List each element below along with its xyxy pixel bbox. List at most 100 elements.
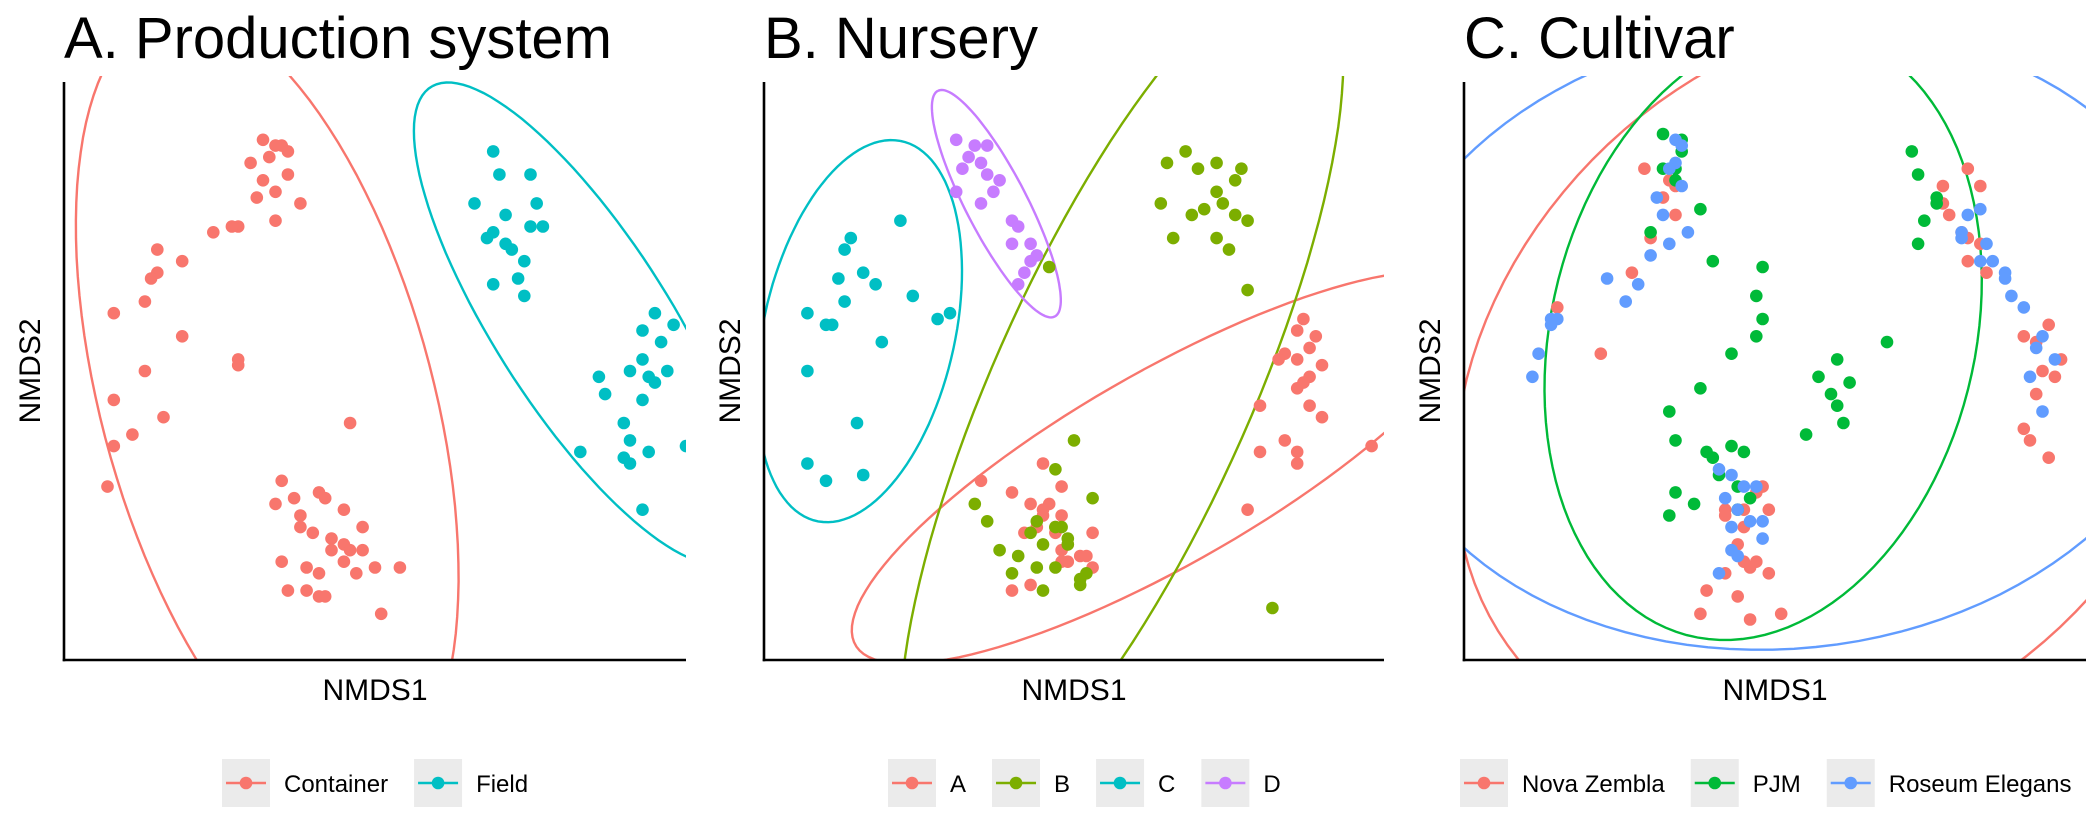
point-pjm bbox=[1656, 127, 1670, 141]
point-c bbox=[819, 474, 833, 488]
point-c bbox=[838, 243, 851, 256]
point-container bbox=[107, 439, 121, 453]
point-b bbox=[1030, 515, 1044, 528]
point-a bbox=[1290, 445, 1304, 459]
ellipse-c bbox=[764, 138, 964, 524]
point-pjm bbox=[1756, 260, 1769, 274]
point-nova-zembla bbox=[1980, 266, 1993, 280]
point-nova-zembla bbox=[1731, 590, 1744, 603]
point-pjm bbox=[1930, 197, 1943, 210]
point-b bbox=[1179, 145, 1192, 158]
point-b bbox=[1086, 491, 1099, 505]
point-roseum-elegans bbox=[1961, 208, 1975, 222]
point-container bbox=[325, 532, 338, 545]
series-roseum-elegans bbox=[1526, 133, 2062, 580]
point-d bbox=[974, 197, 988, 210]
legend-label: D bbox=[1263, 771, 1280, 798]
point-c bbox=[906, 289, 920, 303]
point-container bbox=[350, 567, 363, 580]
point-d bbox=[980, 168, 994, 181]
point-container bbox=[138, 364, 152, 378]
series-field bbox=[468, 145, 686, 516]
point-roseum-elegans bbox=[1718, 491, 1732, 505]
point-a bbox=[1278, 434, 1292, 447]
point-roseum-elegans bbox=[1974, 254, 1987, 268]
point-container bbox=[269, 497, 282, 511]
point-c bbox=[894, 214, 907, 227]
point-pjm bbox=[1799, 428, 1813, 441]
legend-point bbox=[905, 776, 919, 790]
point-container bbox=[175, 330, 189, 343]
point-b bbox=[1160, 156, 1174, 170]
point-container bbox=[306, 526, 320, 540]
point-pjm bbox=[1694, 202, 1707, 216]
point-container bbox=[157, 410, 170, 424]
point-field bbox=[536, 220, 550, 233]
point-container bbox=[337, 503, 351, 516]
point-d bbox=[962, 150, 975, 164]
ellipse-pjm bbox=[1543, 76, 1984, 642]
point-pjm bbox=[1725, 439, 1738, 453]
panel-title: C. Cultivar bbox=[1464, 6, 1735, 71]
point-c bbox=[943, 306, 957, 320]
point-pjm bbox=[1837, 416, 1850, 430]
point-a bbox=[1365, 439, 1378, 453]
point-container bbox=[281, 145, 295, 158]
plot-area bbox=[74, 76, 686, 660]
point-a bbox=[1055, 480, 1068, 493]
point-container bbox=[374, 607, 388, 621]
point-a bbox=[1005, 584, 1019, 597]
point-c bbox=[869, 278, 882, 291]
point-roseum-elegans bbox=[1656, 208, 1670, 222]
point-d bbox=[949, 133, 963, 147]
point-nova-zembla bbox=[1638, 162, 1651, 175]
point-field bbox=[642, 445, 655, 459]
point-pjm bbox=[1830, 399, 1844, 413]
legend-point bbox=[1477, 776, 1491, 790]
point-container bbox=[356, 543, 369, 557]
x-axis-label: NMDS1 bbox=[322, 674, 427, 707]
point-b bbox=[1030, 561, 1044, 574]
point-nova-zembla bbox=[1762, 567, 1776, 580]
point-roseum-elegans bbox=[2036, 330, 2049, 343]
point-container bbox=[263, 150, 276, 164]
point-b bbox=[968, 497, 982, 511]
point-pjm bbox=[1750, 289, 1763, 303]
point-container bbox=[207, 226, 220, 239]
point-field bbox=[636, 393, 649, 407]
point-nova-zembla bbox=[2029, 387, 2043, 401]
point-pjm bbox=[1911, 168, 1925, 181]
point-b bbox=[1036, 584, 1050, 597]
point-field bbox=[636, 353, 649, 366]
point-container bbox=[126, 428, 139, 441]
point-a bbox=[1024, 497, 1037, 511]
point-roseum-elegans bbox=[1532, 347, 1545, 361]
point-roseum-elegans bbox=[1725, 520, 1738, 534]
point-b bbox=[1067, 434, 1081, 447]
point-container bbox=[343, 543, 357, 557]
point-a bbox=[1309, 330, 1323, 343]
point-nova-zembla bbox=[1551, 301, 1564, 314]
ellipse-field bbox=[412, 81, 686, 558]
point-roseum-elegans bbox=[1980, 237, 1993, 251]
legend: Container Field bbox=[222, 759, 528, 807]
y-axis-label: NMDS2 bbox=[14, 318, 47, 423]
plot-area bbox=[764, 76, 1384, 660]
legend-label: A bbox=[950, 771, 966, 798]
point-b bbox=[1241, 283, 1254, 297]
point-b bbox=[1042, 260, 1056, 274]
point-pjm bbox=[1687, 497, 1701, 511]
point-container bbox=[107, 393, 121, 407]
point-field bbox=[636, 324, 649, 337]
point-container bbox=[294, 197, 307, 210]
point-nova-zembla bbox=[1942, 208, 1956, 222]
legend-item-field: Field bbox=[414, 759, 528, 807]
point-field bbox=[661, 364, 674, 378]
point-b bbox=[1266, 601, 1279, 615]
point-roseum-elegans bbox=[1644, 249, 1657, 262]
point-b bbox=[1049, 463, 1062, 476]
y-axis-label: NMDS2 bbox=[1414, 318, 1447, 423]
point-field bbox=[623, 457, 637, 470]
ellipse-d bbox=[930, 88, 1062, 319]
point-a bbox=[1272, 353, 1285, 366]
